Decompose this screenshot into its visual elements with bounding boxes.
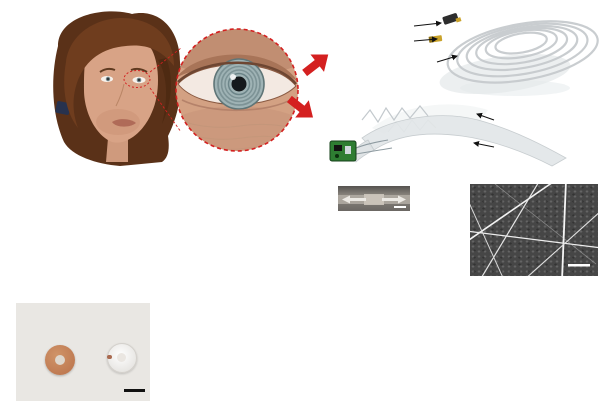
inset-scale-bar: [394, 206, 406, 208]
dashed-connector: [149, 47, 182, 73]
eye-closeup-dashed-circle: [175, 28, 299, 152]
panel-c: [155, 170, 300, 295]
heat-patch-illustration: [347, 104, 567, 167]
sem-nanowire-image: [465, 179, 600, 281]
stretch-arrow-icon: [342, 195, 406, 204]
stretch-photo-graphics: [338, 194, 410, 208]
nfc-chip-icon: [442, 13, 462, 25]
contact-lens-illustration: [428, 13, 599, 96]
agnw-agnf-antenna-ring: [107, 343, 137, 373]
bluetooth-module-icon: [329, 139, 393, 162]
sem-scale-bar: [568, 264, 590, 267]
panel-h: [300, 295, 450, 414]
panel-f: [0, 295, 155, 414]
panel-a-illustration: [53, 11, 599, 167]
panel-i: [450, 295, 600, 414]
panel-e: [450, 170, 600, 295]
antenna-photo: [16, 303, 150, 401]
panel-d: [300, 170, 450, 295]
label-arrows: [413, 20, 495, 148]
woman-head-illustration: [53, 11, 182, 166]
cu-antenna-ring: [45, 345, 75, 375]
inset-s11-tears: [537, 344, 600, 414]
panel-a: [0, 0, 600, 170]
red-arrow-icon: [286, 54, 329, 118]
stretch-photo-inset: [338, 186, 410, 211]
panel-b: [0, 170, 155, 295]
photo-scale-bar: [124, 389, 145, 392]
nanowire-lines: [465, 179, 600, 281]
panel-g: [155, 295, 300, 414]
